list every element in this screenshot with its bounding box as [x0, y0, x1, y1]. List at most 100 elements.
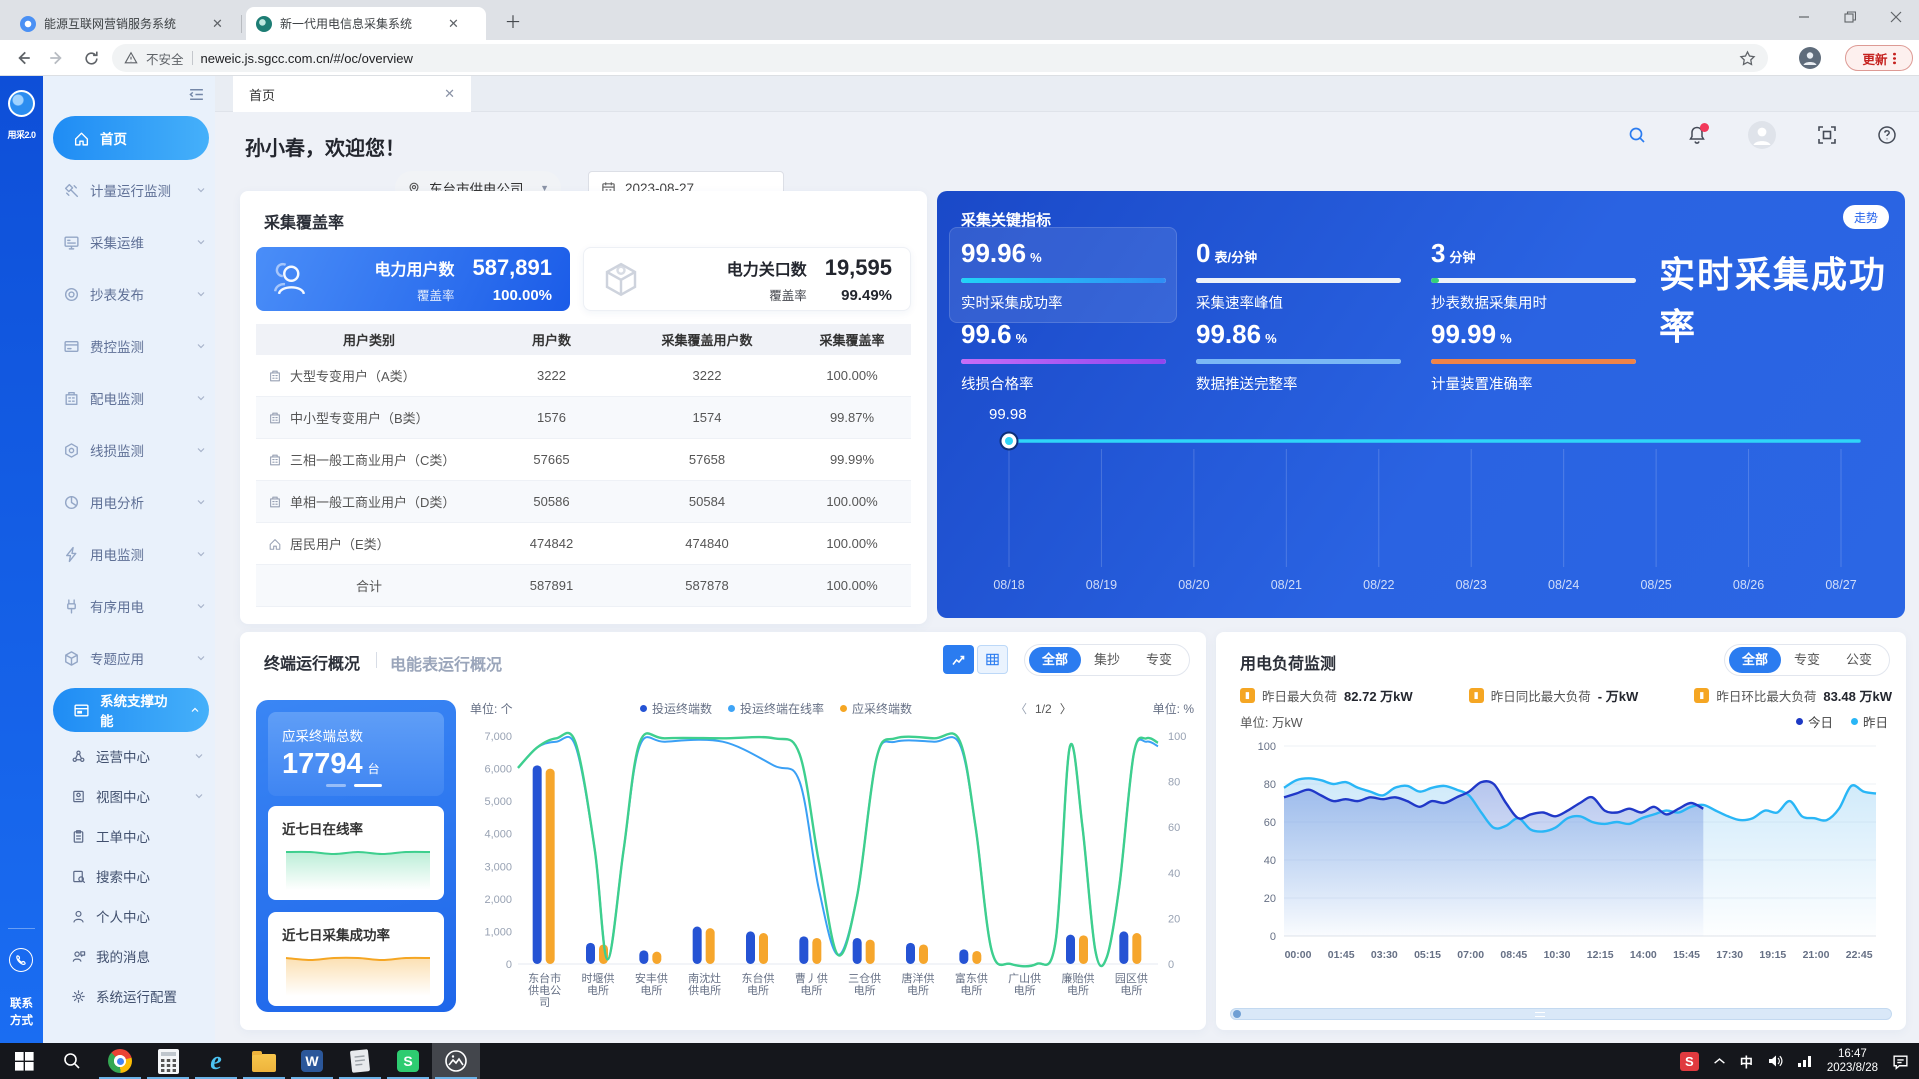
- coverage-table: 用户类别 用户数 采集覆盖用户数 采集覆盖率 大型专变用户（A类） 3222 3222 100…: [256, 324, 911, 607]
- sidebar-item-label: 系统运行配置: [96, 990, 177, 1005]
- browser-tab-collection[interactable]: 新一代用电信息采集系统 ✕: [246, 7, 486, 40]
- bookmark-star-icon[interactable]: [1739, 49, 1756, 67]
- load-segment[interactable]: 专变: [1793, 652, 1820, 667]
- sidebar-item-clipboard[interactable]: 工单中心: [43, 816, 215, 856]
- network-icon[interactable]: [1797, 1053, 1813, 1069]
- taskbar-clock[interactable]: 16:47 2023/8/28: [1826, 1048, 1878, 1074]
- total-label: 应采终端总数: [282, 729, 363, 744]
- contact-label[interactable]: 联系: [10, 998, 33, 1010]
- terminal-segment[interactable]: 全部: [1028, 647, 1081, 673]
- new-tab-button[interactable]: ＋: [504, 13, 522, 32]
- legend-item[interactable]: 今日: [1795, 712, 1833, 731]
- taskbar-file-explorer[interactable]: [240, 1043, 288, 1079]
- sidebar-item-satellite[interactable]: 计量运行监测: [43, 164, 215, 216]
- avatar[interactable]: [1747, 120, 1777, 150]
- pagination-next-icon[interactable]: 〉: [1059, 702, 1072, 716]
- svg-text:7,000: 7,000: [484, 731, 512, 743]
- view-toggles: [943, 645, 1008, 674]
- main-area: 首页 ✕ 孙小春，欢迎您！ 东台市供电公司 ▼ 2023-08-27 采集覆盖率: [215, 76, 1919, 1043]
- window-minimize-button[interactable]: [1781, 0, 1827, 34]
- browser-update-button[interactable]: 更新: [1845, 45, 1913, 71]
- taskbar-search-icon[interactable]: [48, 1043, 96, 1079]
- sidebar-item-panel[interactable]: 系统支撑功能: [53, 688, 209, 732]
- sidebar-collapse-icon[interactable]: [188, 86, 205, 103]
- taskbar-word[interactable]: W: [288, 1043, 336, 1079]
- tab-meter-overview[interactable]: 电能表运行概况: [390, 657, 503, 674]
- address-bar[interactable]: 不安全 neweic.js.sgcc.com.cn/#/oc/overview: [112, 44, 1768, 72]
- sidebar-item-nodes[interactable]: 运营中心: [43, 736, 215, 776]
- contact-label[interactable]: 方式: [10, 1015, 33, 1027]
- sidebar-item-gear[interactable]: 系统运行配置: [43, 976, 215, 1016]
- sidebar-item-plug[interactable]: 有序用电: [43, 580, 215, 632]
- sidebar-item-label: 费控监测: [90, 340, 144, 355]
- sidebar-item-building[interactable]: 配电监测: [43, 372, 215, 424]
- sidebar-item-monitor[interactable]: 采集运维: [43, 216, 215, 268]
- sidebar-item-flash[interactable]: 用电监测: [43, 528, 215, 580]
- page-tab-close-icon[interactable]: ✕: [444, 86, 455, 101]
- taskbar-calculator[interactable]: [144, 1043, 192, 1079]
- tray-chevron-up-icon[interactable]: [1713, 1055, 1726, 1068]
- sidebar-item-docsearch[interactable]: 搜索中心: [43, 856, 215, 896]
- panel-title: 采集关键指标: [961, 212, 1052, 229]
- svg-text:08/22: 08/22: [1363, 578, 1394, 592]
- contact-phone-icon[interactable]: [9, 948, 33, 972]
- fullscreen-icon[interactable]: [1817, 125, 1837, 145]
- legend-item[interactable]: 投运终端数: [640, 700, 712, 717]
- sidebar-item-cube[interactable]: 专题应用: [43, 632, 215, 684]
- carousel-dash[interactable]: [326, 784, 346, 787]
- terminal-segment[interactable]: 专变: [1145, 652, 1172, 667]
- tab-close-icon[interactable]: ✕: [212, 15, 223, 31]
- reload-icon[interactable]: [78, 45, 104, 71]
- svg-text:曹丿供电所: 曹丿供电所: [795, 971, 828, 997]
- app-logo: [8, 90, 35, 117]
- terminal-segment[interactable]: 集抄: [1093, 652, 1120, 667]
- bell-icon[interactable]: [1687, 123, 1709, 145]
- window-restore-button[interactable]: [1827, 0, 1873, 34]
- tab-close-icon[interactable]: ✕: [448, 15, 459, 31]
- browser-tab-marketing[interactable]: 能源互联网营销服务系统 ✕: [10, 7, 242, 40]
- search-icon[interactable]: [1627, 125, 1647, 145]
- sidebar-item-home[interactable]: 首页: [53, 116, 209, 160]
- sidebar-item-hexagon[interactable]: 线损监测: [43, 424, 215, 476]
- help-icon[interactable]: [1877, 125, 1897, 145]
- sidebar-item-pie[interactable]: 用电分析: [43, 476, 215, 528]
- taskbar-internet-explorer[interactable]: e: [192, 1043, 240, 1079]
- taskbar-screenshot-tool[interactable]: [432, 1043, 480, 1079]
- sidebar-item-chat[interactable]: 我的消息: [43, 936, 215, 976]
- load-segment[interactable]: 全部: [1728, 647, 1781, 673]
- page-tab-home[interactable]: 首页 ✕: [233, 76, 471, 112]
- tray-s-icon[interactable]: S: [1679, 1051, 1699, 1071]
- browser-menu-icon[interactable]: [1892, 51, 1896, 65]
- action-center-icon[interactable]: [1892, 1053, 1909, 1070]
- svg-text:05:15: 05:15: [1414, 949, 1441, 961]
- table-view-toggle[interactable]: [977, 645, 1008, 674]
- ime-indicator[interactable]: 中: [1739, 1054, 1753, 1070]
- sidebar-item-idcard[interactable]: 视图中心: [43, 776, 215, 816]
- trend-button[interactable]: 走势: [1843, 205, 1889, 229]
- legend-item[interactable]: 投运终端在线率: [728, 700, 824, 717]
- load-segment[interactable]: 公变: [1845, 652, 1872, 667]
- browser-profile-icon[interactable]: [1799, 47, 1821, 69]
- legend-item[interactable]: 昨日: [1850, 712, 1888, 731]
- pagination-prev-icon[interactable]: 〈: [1015, 702, 1028, 716]
- datazoom-grip[interactable]: [1534, 1011, 1545, 1017]
- carousel-dash-active[interactable]: [354, 784, 382, 787]
- sidebar-item-card[interactable]: 费控监测: [43, 320, 215, 372]
- window-close-button[interactable]: [1873, 0, 1919, 34]
- sidebar-item-target[interactable]: 抄表发布: [43, 268, 215, 320]
- datazoom-handle[interactable]: [1233, 1010, 1241, 1018]
- forward-icon[interactable]: [44, 45, 70, 71]
- taskbar-app-s[interactable]: S: [384, 1043, 432, 1079]
- taskbar-chrome[interactable]: [96, 1043, 144, 1079]
- sidebar-item-person[interactable]: 个人中心: [43, 896, 215, 936]
- legend-item[interactable]: 应采终端数: [840, 700, 912, 717]
- table-header: 用户类别 用户数 采集覆盖用户数 采集覆盖率: [256, 324, 911, 355]
- panel-title: 用电负荷监测: [1240, 656, 1337, 673]
- tab-terminal-overview[interactable]: 终端运行概况: [264, 656, 361, 673]
- start-button[interactable]: [0, 1043, 48, 1079]
- taskbar-notepad[interactable]: [336, 1043, 384, 1079]
- chart-view-toggle[interactable]: [943, 645, 974, 674]
- datazoom-slider[interactable]: [1230, 1008, 1892, 1020]
- volume-icon[interactable]: [1767, 1053, 1783, 1069]
- back-icon[interactable]: [10, 45, 36, 71]
